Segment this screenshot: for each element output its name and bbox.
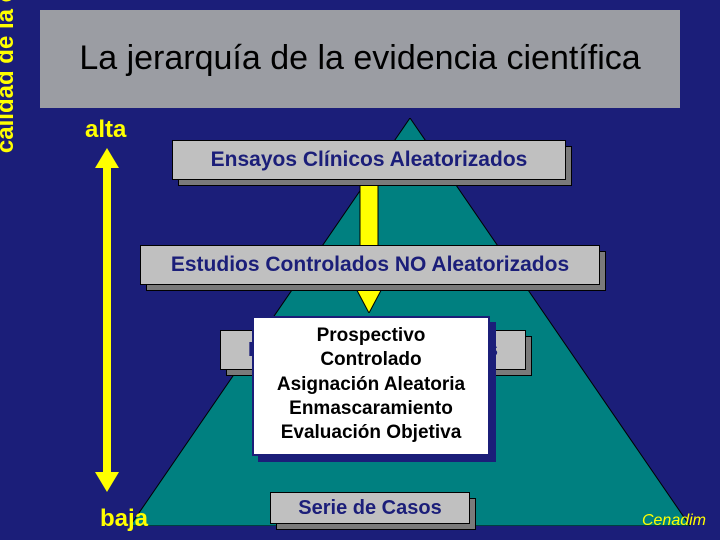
popup-line: Enmascaramiento	[262, 397, 480, 421]
credit-text: Cenadim	[642, 512, 706, 530]
slide: La jerarquía de la evidencia científica …	[0, 0, 720, 540]
evidence-level-box: Serie de Casos	[270, 492, 470, 524]
quality-arrow	[95, 148, 119, 492]
evidence-level-box: Estudios Controlados NO Aleatorizados	[140, 245, 600, 285]
popup-line: Prospectivo	[262, 324, 480, 348]
popup-line: Controlado	[262, 348, 480, 372]
rct-features-popup: Prospectivo Controlado Asignación Aleato…	[252, 316, 490, 456]
axis-top-label: alta	[85, 116, 126, 144]
popup-line: Asignación Aleatoria	[262, 373, 480, 397]
quality-axis-label: calidad de la evidencia	[0, 0, 20, 188]
slide-title: La jerarquía de la evidencia científica	[40, 10, 680, 108]
arrow-up-head	[95, 148, 119, 492]
evidence-level-box: Ensayos Clínicos Aleatorizados	[172, 140, 566, 180]
axis-bottom-label: baja	[100, 505, 148, 533]
popup-line: Evaluación Objetiva	[262, 421, 480, 445]
